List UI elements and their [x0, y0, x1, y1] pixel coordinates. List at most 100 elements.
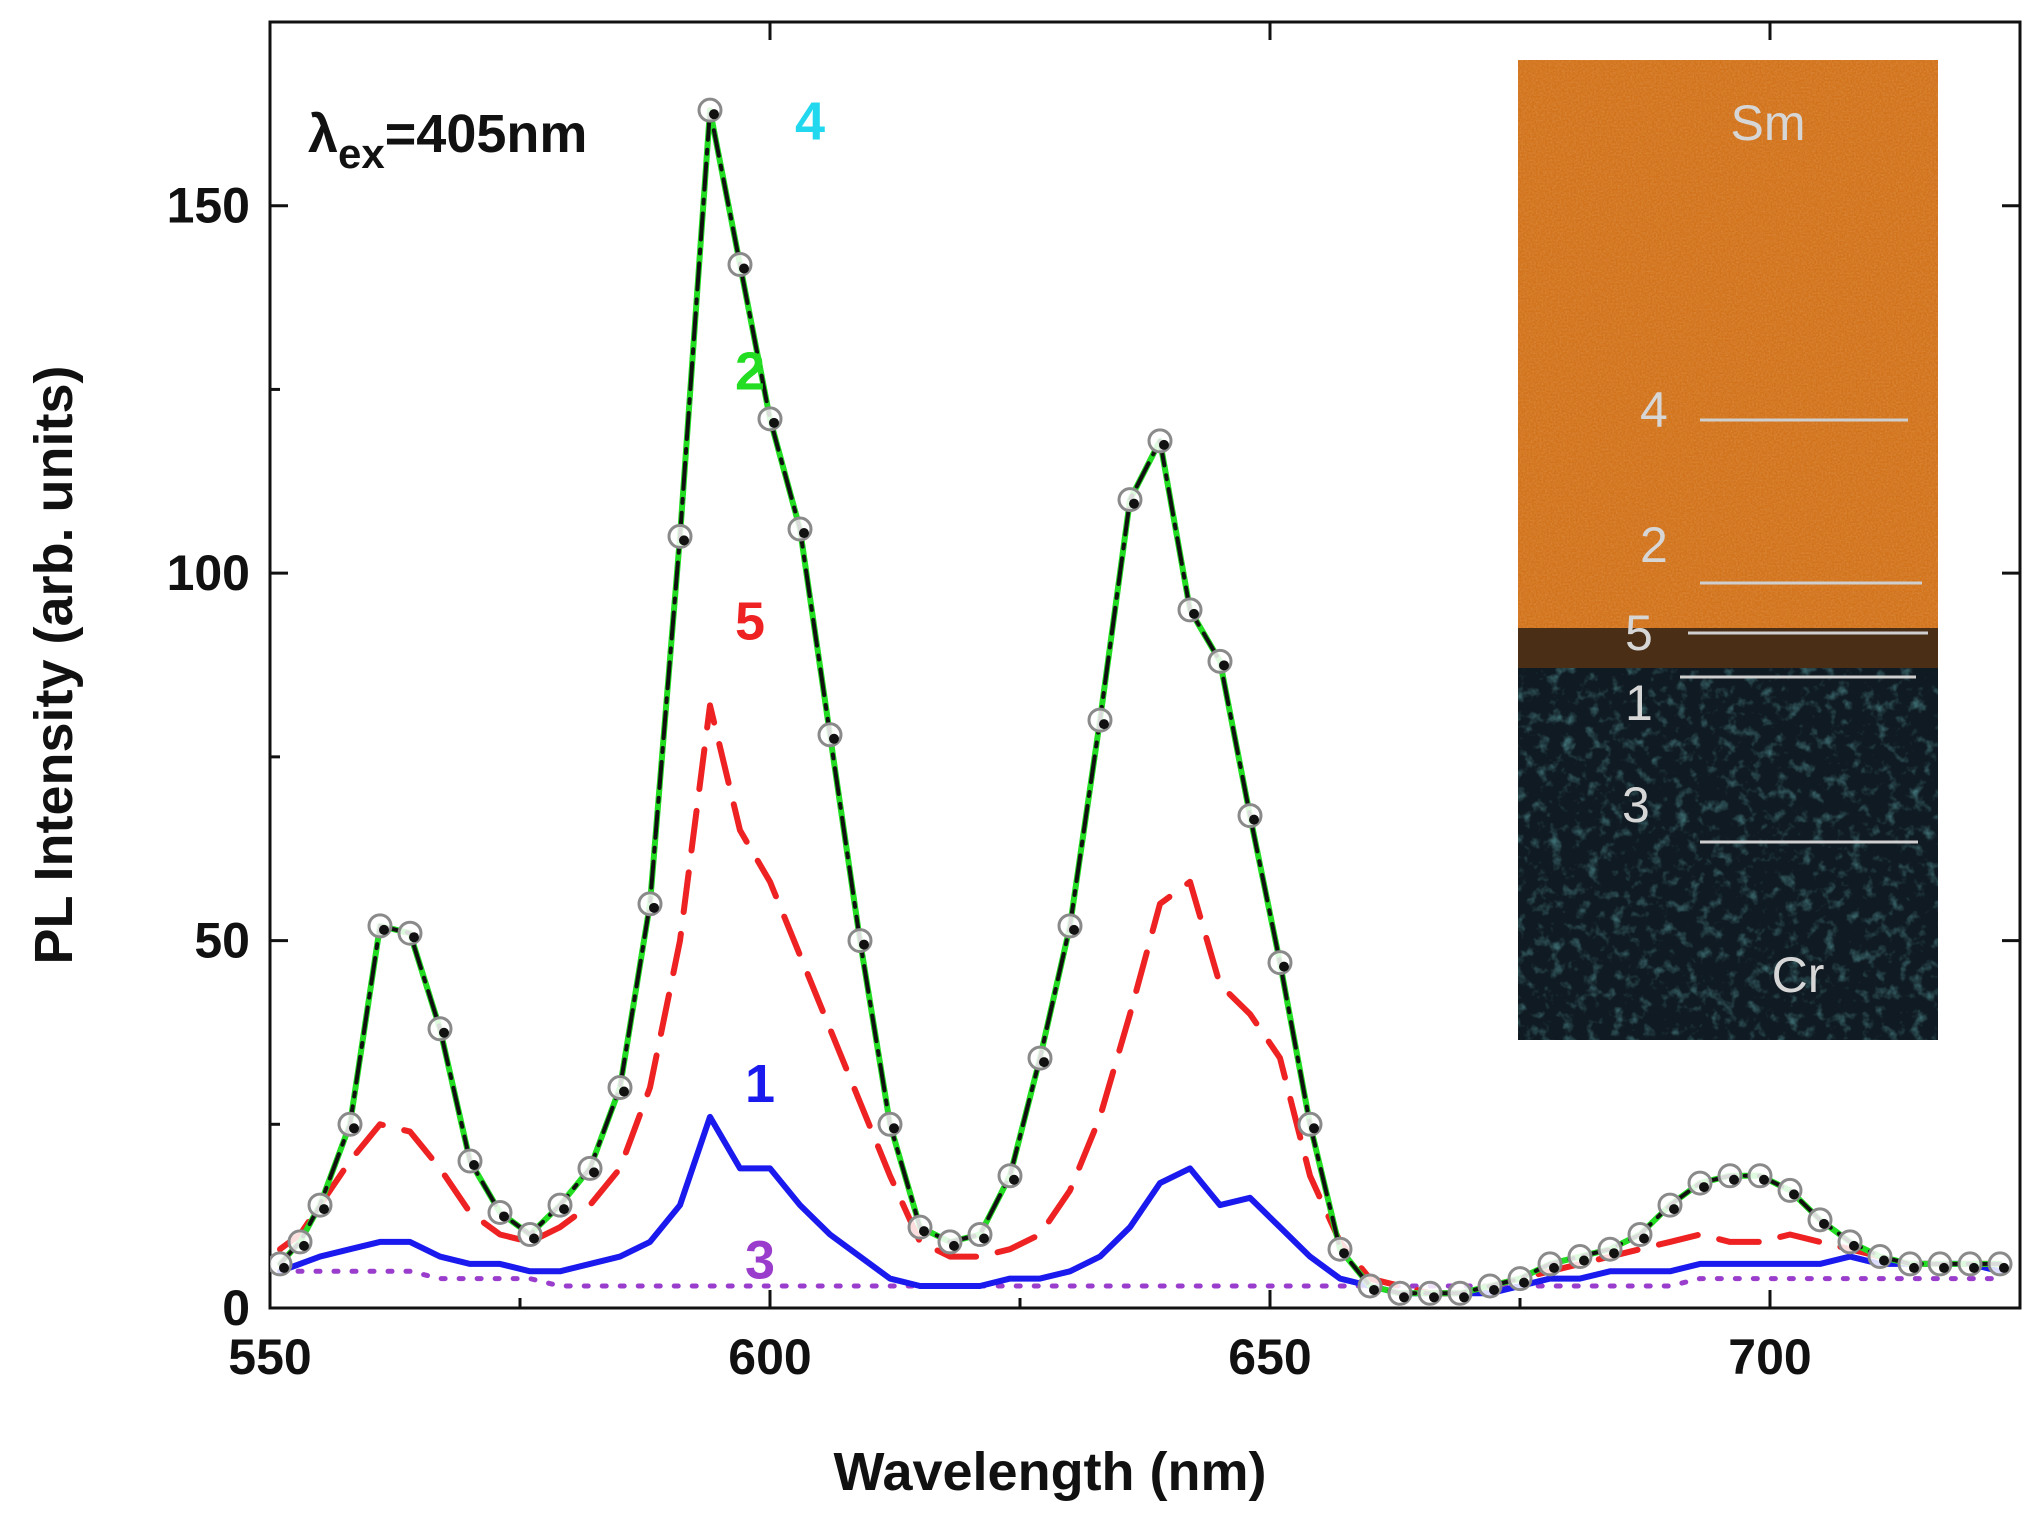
- series-2-point: [547, 1192, 573, 1218]
- series-4-point: [1399, 1292, 1409, 1303]
- series-4-point: [1309, 1123, 1319, 1134]
- series-4-point: [1699, 1182, 1709, 1193]
- series-4-point: [1069, 924, 1079, 935]
- series-4-point: [1789, 1189, 1799, 1200]
- series-2-point: [937, 1229, 963, 1255]
- series-4-point: [1909, 1262, 1919, 1273]
- series-4-point: [859, 939, 869, 950]
- series-4-point: [1609, 1248, 1619, 1259]
- series-2-point: [667, 523, 693, 549]
- series-4-point: [1999, 1262, 2009, 1273]
- series-2-point: [1417, 1280, 1443, 1306]
- series-4-point: [679, 535, 689, 546]
- curve-label-5: 5: [735, 591, 765, 651]
- series-2-point: [1687, 1170, 1713, 1196]
- plot-frame: [268, 20, 2022, 1310]
- series-4-point: [1759, 1174, 1769, 1185]
- inset-line-4-label: 4: [1640, 382, 1668, 438]
- series-4-point: [799, 528, 809, 539]
- x-axis-title: Wavelength (nm): [833, 1442, 1266, 1502]
- series-4-point: [619, 1086, 629, 1097]
- series-4-point: [1249, 814, 1259, 825]
- series-2-point: [270, 1251, 293, 1277]
- series-4-point: [299, 1240, 309, 1251]
- series-4-point: [1879, 1255, 1889, 1266]
- series-2-point: [307, 1192, 333, 1218]
- series-4-point: [889, 1123, 899, 1134]
- series-2-point: [967, 1222, 993, 1248]
- series-2-point: [1597, 1236, 1623, 1262]
- series-4-point: [1729, 1174, 1739, 1185]
- inset-sm-texture: [1518, 60, 1938, 632]
- series-2-point: [997, 1163, 1023, 1189]
- series-2-point: [697, 97, 723, 123]
- series-2-point: [367, 913, 393, 939]
- series-4-point: [1489, 1284, 1499, 1295]
- series-4-point: [1819, 1218, 1829, 1229]
- series-4-point: [739, 263, 749, 274]
- excitation-value: =405nm: [385, 104, 588, 164]
- curve-label-1: 1: [745, 1054, 775, 1114]
- series-2-point: [517, 1222, 543, 1248]
- series-4-point: [1549, 1262, 1559, 1273]
- series-2-point: [1117, 487, 1143, 513]
- series-2-point: [1567, 1244, 1593, 1270]
- series-2-point: [757, 406, 783, 432]
- series-line-5: [277, 702, 2003, 1297]
- series-4-point: [709, 109, 719, 120]
- series-4-point: [1039, 1057, 1049, 1068]
- series-2-point: [637, 891, 663, 917]
- y-tick-label-150: 150: [167, 178, 250, 234]
- series-2-point: [1507, 1266, 1533, 1292]
- series-2-point: [1147, 428, 1173, 454]
- series-4-point: [979, 1233, 989, 1244]
- series-2-point: [487, 1199, 513, 1225]
- x-tick-label-600: 600: [728, 1329, 811, 1385]
- y-tick-label-50: 50: [194, 913, 250, 969]
- series-2-point: [817, 722, 843, 748]
- axis-ticks: 550 600 650 700 0 50 100 150: [167, 22, 2020, 1385]
- inset-boundary-band: [1518, 628, 1938, 668]
- series-4-point: [379, 924, 389, 935]
- inset-line-1-label: 1: [1625, 675, 1653, 731]
- series-2-point: [1987, 1251, 2013, 1277]
- series-2-point: [1027, 1045, 1053, 1071]
- series-2-point: [1897, 1251, 1923, 1277]
- series-4-point: [919, 1226, 929, 1237]
- series-2-point: [1957, 1251, 1983, 1277]
- series-2-point: [1867, 1244, 1893, 1270]
- series-2-point: [287, 1229, 313, 1255]
- series-2-point: [457, 1148, 483, 1174]
- series-2-point: [1927, 1251, 1953, 1277]
- inset-line-2-label: 2: [1640, 517, 1668, 573]
- series-4-point: [1939, 1262, 1949, 1273]
- series-4-point: [1519, 1277, 1529, 1288]
- series-4-point: [589, 1167, 599, 1178]
- inset-line-3-label: 3: [1622, 777, 1650, 833]
- series-2-point: [1087, 707, 1113, 733]
- series-4-point: [279, 1262, 289, 1273]
- series-4-point: [319, 1204, 329, 1215]
- series-4-point: [1339, 1248, 1349, 1259]
- series-2-point: [1327, 1236, 1353, 1262]
- series-2-point: [607, 1075, 633, 1101]
- series-4-point: [1969, 1262, 1979, 1273]
- series-line-3: [277, 1268, 2003, 1289]
- series-2-point: [877, 1111, 903, 1137]
- inset-line-5-label: 5: [1625, 605, 1653, 661]
- series-4-point: [1129, 498, 1139, 509]
- excitation-subscript: ex: [338, 130, 385, 177]
- series-2-point: [1177, 597, 1203, 623]
- series-2-point: [1297, 1111, 1323, 1137]
- series-4-point: [499, 1211, 509, 1222]
- marker-layer: [270, 97, 2013, 1306]
- series-2-point: [1207, 648, 1233, 674]
- series-4-point: [349, 1123, 359, 1134]
- series-2-point: [427, 1016, 453, 1042]
- series-4-point: [1429, 1292, 1439, 1303]
- curve-label-2: 2: [735, 341, 765, 401]
- series-4-point: [1639, 1233, 1649, 1244]
- series-2-point: [1837, 1229, 1863, 1255]
- series-2-point: [1807, 1207, 1833, 1233]
